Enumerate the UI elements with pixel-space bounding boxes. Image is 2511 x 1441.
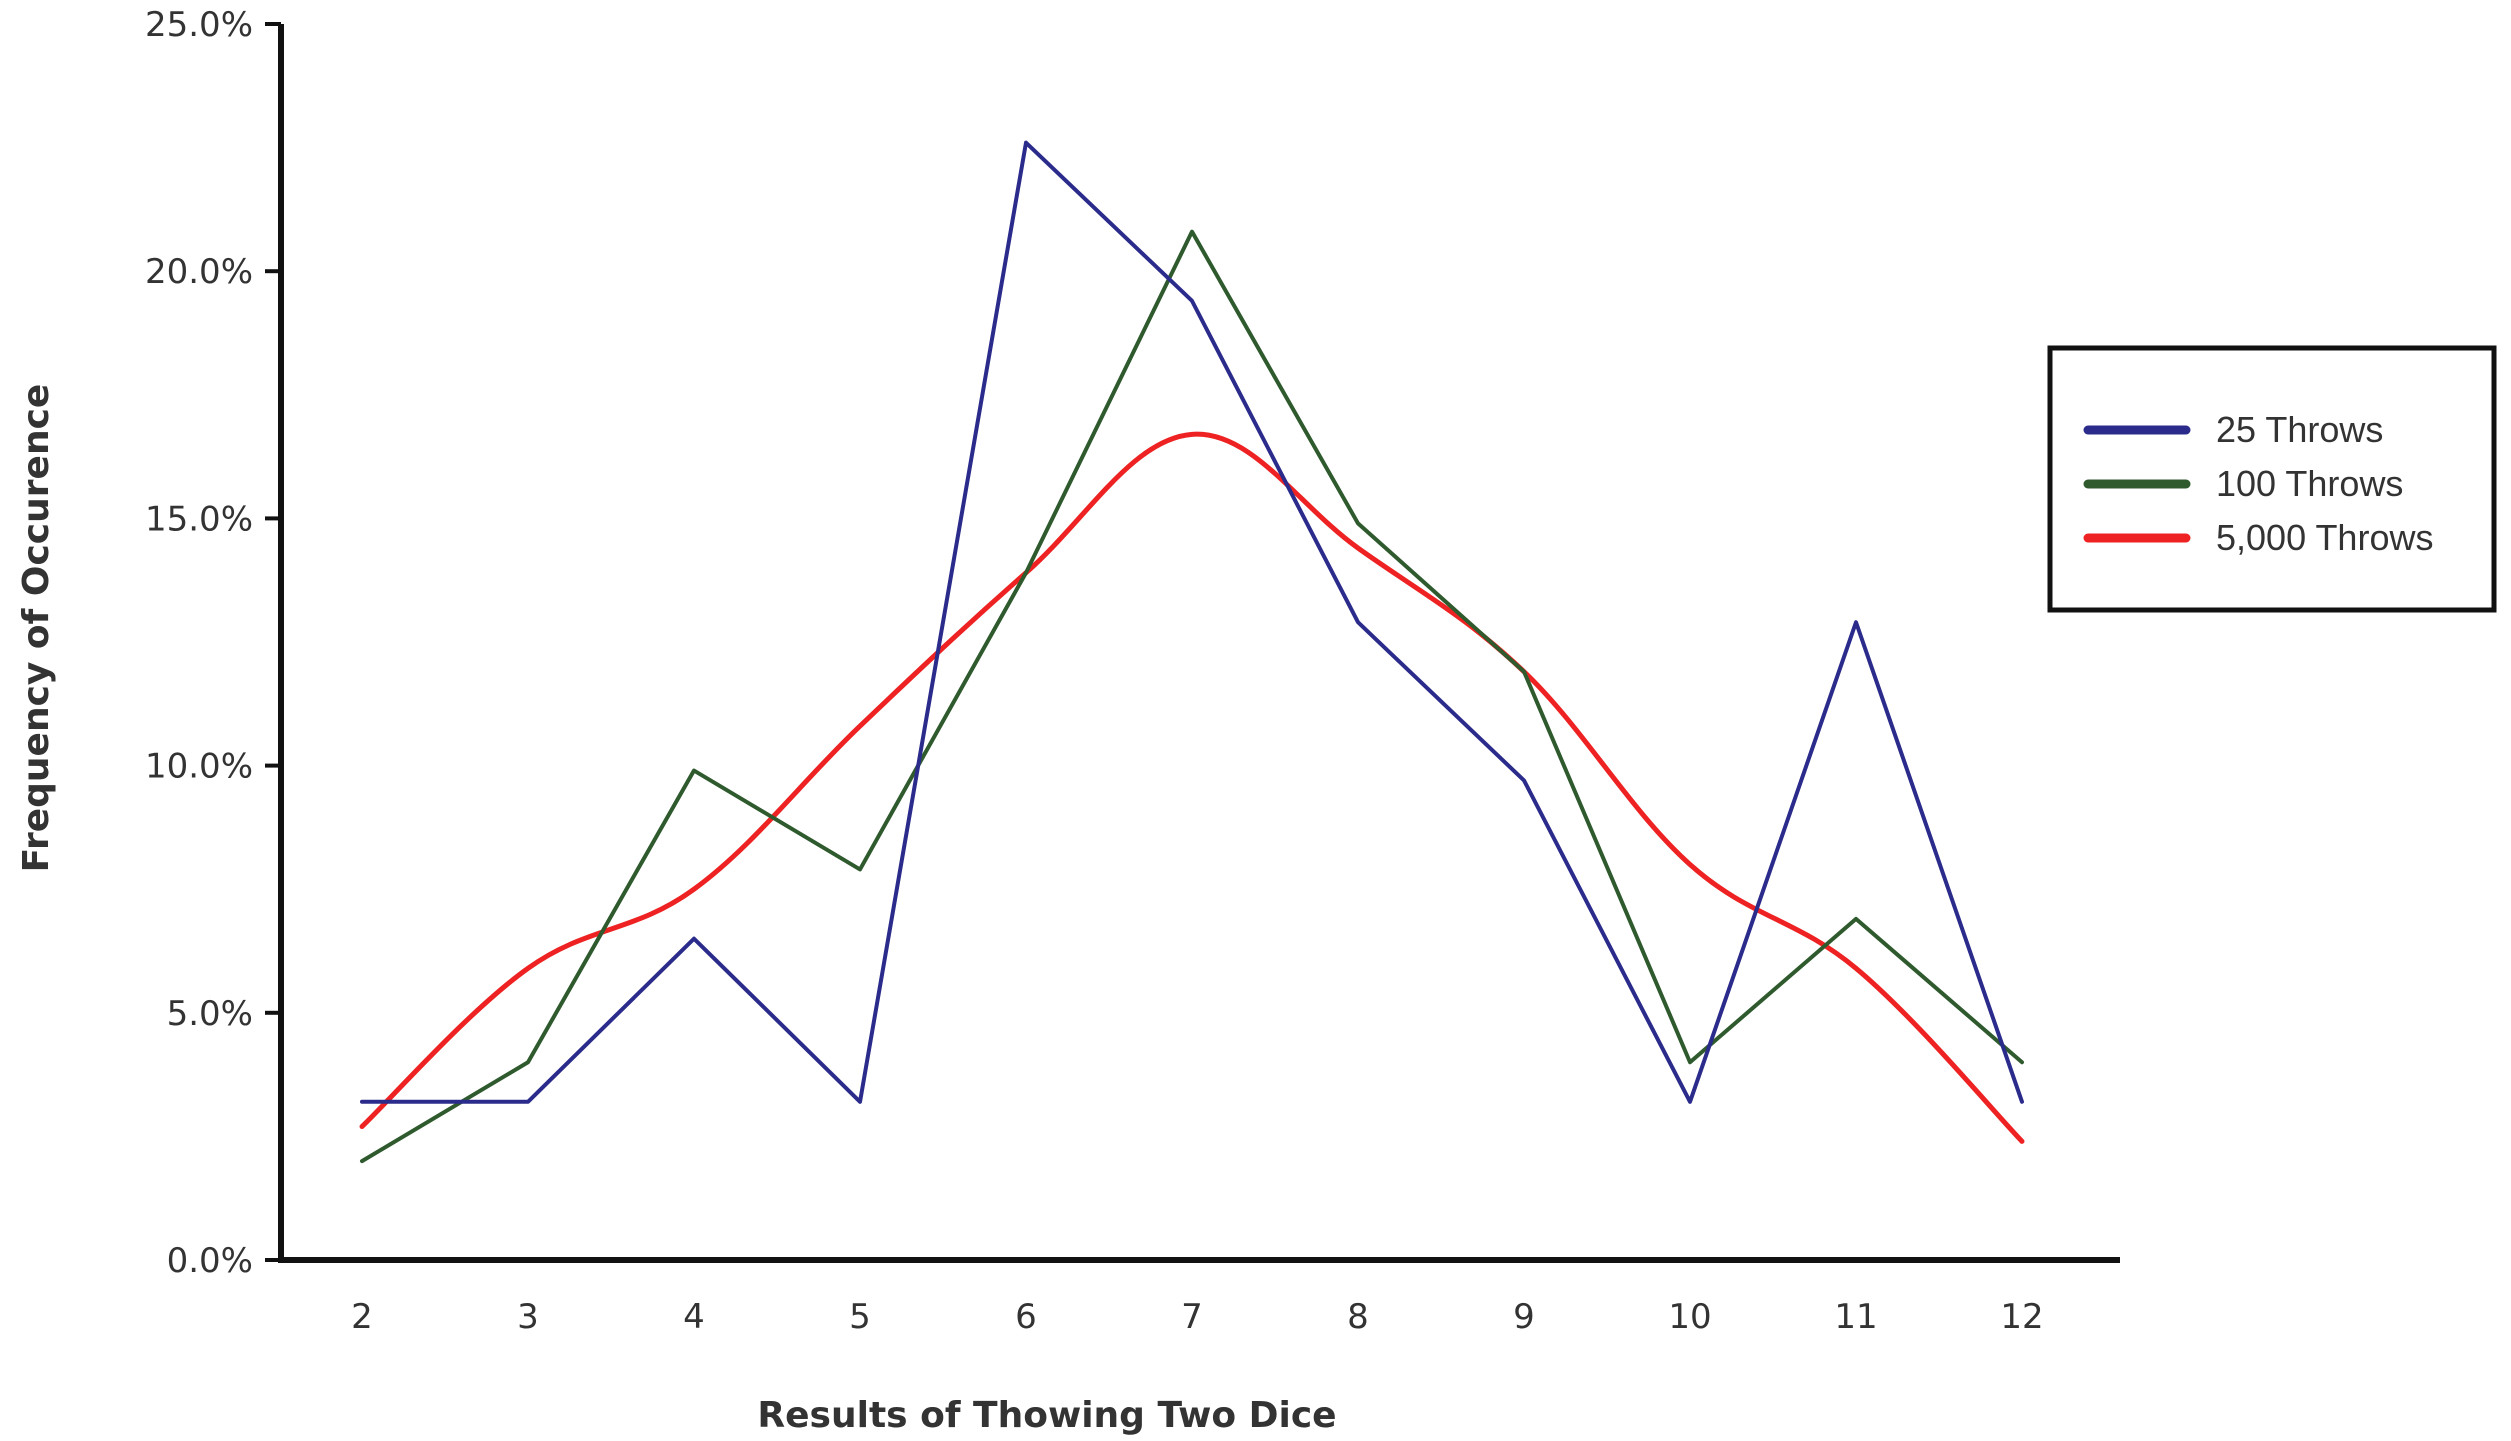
x-tick-label: 5 (849, 1297, 871, 1337)
y-tick-label: 25.0% (145, 5, 253, 45)
x-axis-title: Results of Thowing Two Dice (757, 1395, 1336, 1436)
legend-label: 25 Throws (2216, 409, 2383, 450)
x-tick-label: 7 (1181, 1297, 1203, 1337)
legend-label: 5,000 Throws (2216, 517, 2433, 558)
x-tick-label: 10 (1668, 1297, 1711, 1337)
series-line-1 (360, 140, 2024, 1104)
x-tick-label: 9 (1513, 1297, 1535, 1337)
y-tick-label: 0.0% (167, 1241, 253, 1281)
y-tick-label: 10.0% (145, 747, 253, 787)
x-tick-label: 4 (683, 1297, 705, 1337)
x-tick-label: 11 (1834, 1297, 1877, 1337)
y-axis-ticks: 0.0% 5.0% 10.0% 15.0% 20.0% 25.0% (145, 5, 281, 1281)
legend-box (2047, 345, 2497, 613)
x-tick-label: 12 (2000, 1297, 2043, 1337)
series-line-2 (360, 229, 2024, 1164)
y-tick-label: 20.0% (145, 252, 253, 292)
y-tick-label: 5.0% (167, 994, 253, 1034)
x-tick-label: 2 (351, 1297, 373, 1337)
x-axis-ticks: 2 3 4 5 6 7 8 9 10 11 12 (351, 1297, 2043, 1337)
y-tick-label: 15.0% (145, 499, 253, 539)
x-tick-label: 6 (1015, 1297, 1037, 1337)
y-axis-title: Frequency of Occurence (16, 384, 57, 873)
legend-label: 100 Throws (2216, 463, 2403, 504)
legend: 25 Throws 100 Throws 5,000 Throws (2047, 345, 2497, 613)
x-tick-label: 3 (517, 1297, 539, 1337)
series-lines (359, 140, 2025, 1164)
x-tick-label: 8 (1347, 1297, 1369, 1337)
series-line-3 (359, 431, 2025, 1144)
